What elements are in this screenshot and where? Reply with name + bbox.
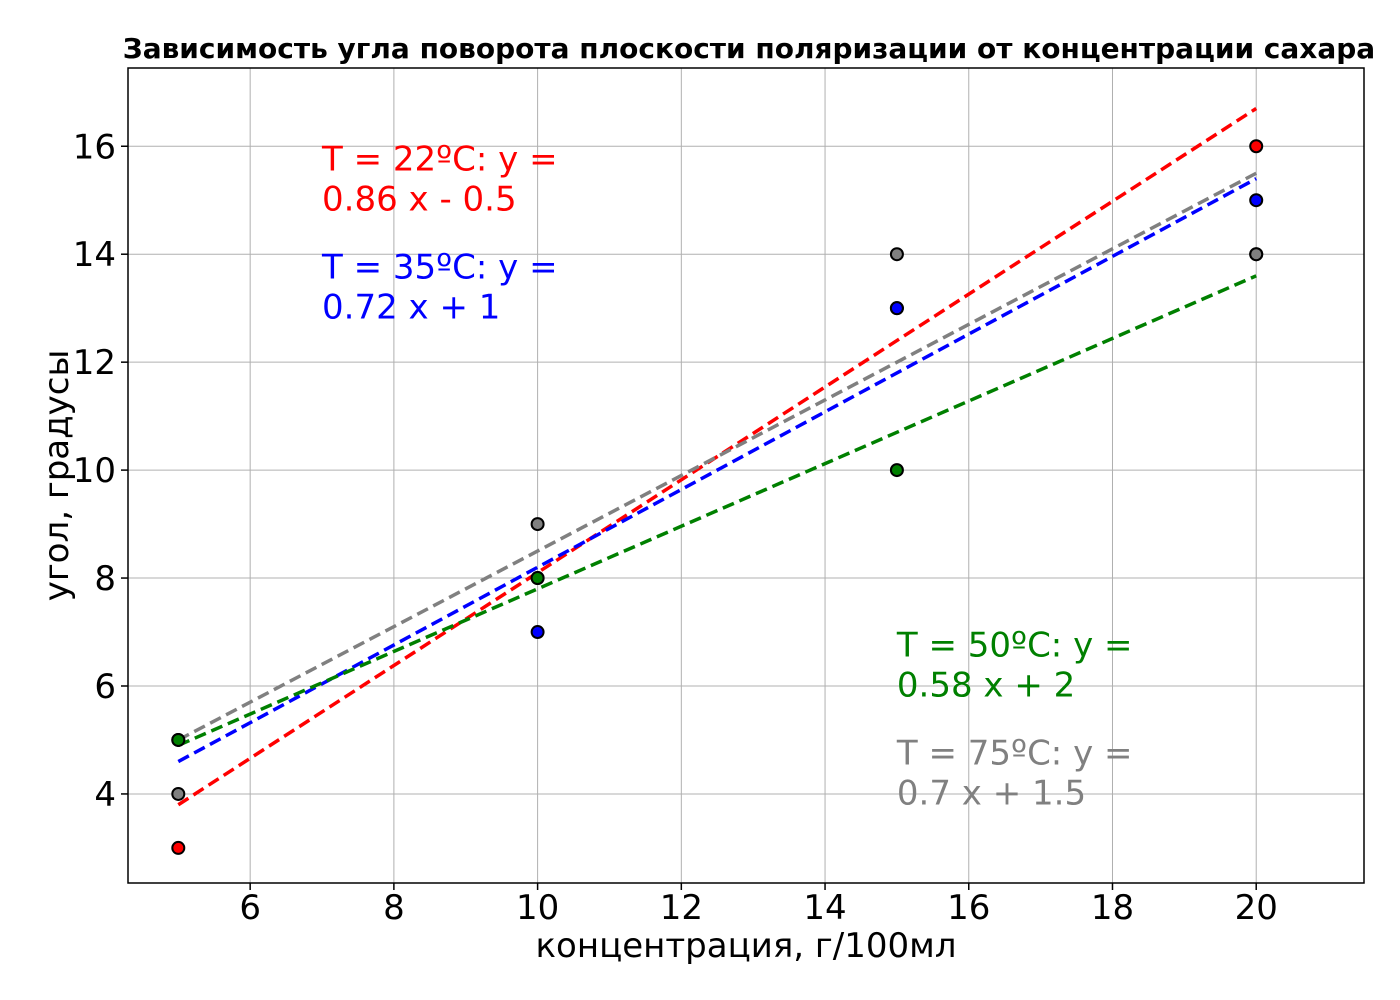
- fit-line: [177, 107, 1258, 807]
- y-tick-label: 14: [73, 235, 116, 275]
- equation-annotation: T = 35ºC: y = 0.72 x + 1: [321, 247, 558, 327]
- equation-annotation-line: 0.7 x + 1.5: [897, 773, 1086, 813]
- x-tick-label: 16: [947, 888, 990, 928]
- y-tick-label: 10: [73, 451, 116, 491]
- fit-line: [177, 177, 1258, 764]
- equation-annotation-line: 0.58 x + 2: [897, 665, 1075, 705]
- y-tick-label: 6: [94, 667, 116, 707]
- fit-lines: [177, 107, 1258, 807]
- axes-frame: [127, 67, 1365, 884]
- equation-annotation-line: 0.86 x - 0.5: [322, 180, 517, 220]
- x-tick-label: 12: [660, 888, 703, 928]
- x-axis-label: концентрация, г/100мл: [536, 926, 957, 966]
- data-point: [889, 247, 904, 262]
- y-axis-label: угол, градусы: [37, 350, 77, 602]
- equation-annotation: T = 75ºC: y = 0.7 x + 1.5: [896, 733, 1133, 813]
- data-point: [171, 732, 186, 747]
- fit-line: [177, 274, 1257, 747]
- data-point: [530, 571, 545, 586]
- annotations: T = 22ºC: y = 0.86 x - 0.5T = 35ºC: y = 0.…: [321, 140, 1132, 814]
- grid: [128, 68, 1364, 883]
- x-tick-label: 10: [516, 888, 559, 928]
- x-tick-label: 14: [803, 888, 846, 928]
- y-tick-label: 16: [73, 127, 116, 167]
- fit-line: [177, 171, 1258, 742]
- y-tick-label: 8: [94, 559, 116, 599]
- equation-annotation-line: 0.72 x + 1: [322, 287, 500, 327]
- ticks: 6 8 10 12 14 16 18 20 4 6 8 10 12 14 16: [73, 127, 1278, 928]
- data-point: [889, 301, 904, 316]
- data-point: [1249, 247, 1264, 262]
- x-tick-label: 8: [383, 888, 405, 928]
- equation-annotation-line: T = 35ºC: y =: [321, 247, 558, 287]
- data-point: [889, 463, 904, 478]
- equation-annotation-line: T = 22ºC: y =: [321, 140, 558, 180]
- chart-title: Зависимость угла поворота плоскости поля…: [123, 32, 1375, 65]
- data-point: [171, 786, 186, 801]
- equation-annotation: T = 50ºC: y = 0.58 x + 2: [896, 625, 1133, 705]
- x-tick-label: 18: [1091, 888, 1134, 928]
- data-point: [1249, 139, 1264, 154]
- data-points: [171, 139, 1264, 855]
- y-tick-label: 4: [94, 775, 116, 815]
- x-tick-label: 6: [239, 888, 261, 928]
- equation-annotation-line: T = 75ºC: y =: [896, 733, 1133, 773]
- data-point: [171, 840, 186, 855]
- data-point: [530, 625, 545, 640]
- data-point: [1249, 193, 1264, 208]
- y-tick-label: 12: [73, 343, 116, 383]
- equation-annotation: T = 22ºC: y = 0.86 x - 0.5: [321, 140, 558, 220]
- data-point: [530, 517, 545, 532]
- equation-annotation-line: T = 50ºC: y =: [896, 625, 1133, 665]
- x-tick-label: 20: [1235, 888, 1278, 928]
